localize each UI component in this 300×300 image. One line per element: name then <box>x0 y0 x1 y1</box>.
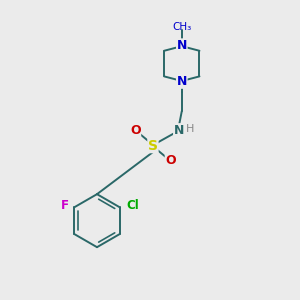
Text: F: F <box>61 200 69 212</box>
Text: S: S <box>148 139 158 153</box>
Text: H: H <box>186 124 194 134</box>
Text: N: N <box>177 75 187 88</box>
Text: Cl: Cl <box>126 200 139 212</box>
Text: CH₃: CH₃ <box>172 22 191 32</box>
Text: N: N <box>174 124 184 137</box>
Text: O: O <box>130 124 141 137</box>
Text: O: O <box>165 154 176 167</box>
Text: N: N <box>177 39 187 52</box>
